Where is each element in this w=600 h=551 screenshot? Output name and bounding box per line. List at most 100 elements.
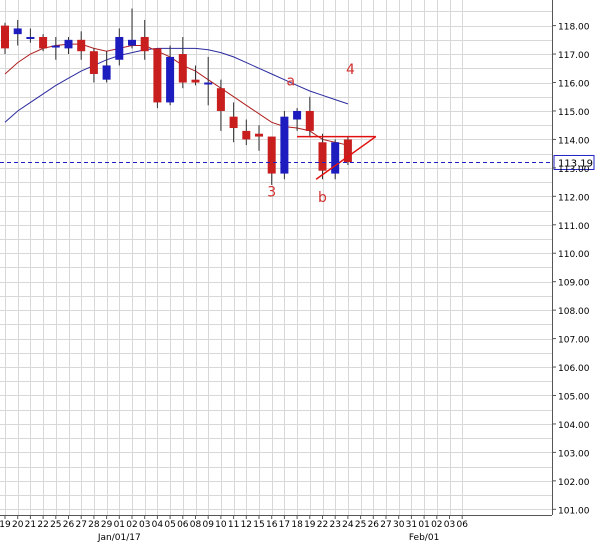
- y-tick-label: 101.00: [558, 506, 590, 516]
- x-tick-label: 02: [126, 520, 137, 530]
- candle-body: [305, 110, 314, 131]
- x-tick-label: 30: [393, 520, 405, 530]
- y-tick-label: 114.00: [558, 136, 590, 146]
- x-tick-label: 23: [329, 520, 340, 530]
- candle-body: [229, 116, 238, 129]
- x-tick-label: 09: [202, 520, 214, 530]
- y-tick-label: 103.00: [558, 449, 590, 459]
- wave-label: 4: [346, 62, 355, 78]
- candles: [1, 8, 352, 185]
- x-tick-label: 01: [418, 520, 429, 530]
- y-tick-label: 110.00: [558, 250, 590, 260]
- x-tick-label: 21: [25, 520, 36, 530]
- candle-body: [293, 110, 302, 120]
- x-tick-label: 27: [75, 520, 86, 530]
- y-tick-label: 107.00: [558, 336, 590, 346]
- x-tick-label: 18: [291, 520, 303, 530]
- y-tick-label: 111.00: [558, 222, 590, 232]
- x-tick-label: 27: [380, 520, 391, 530]
- y-tick-label: 104.00: [558, 421, 590, 431]
- x-tick-label: 06: [456, 520, 468, 530]
- wave-label: 3: [267, 184, 276, 200]
- x-tick-label: 12: [241, 520, 252, 530]
- y-tick-label: 109.00: [558, 279, 590, 289]
- moving-averages: [4, 43, 349, 146]
- x-tick-label: 01: [114, 520, 125, 530]
- x-tick-label: 25: [50, 520, 61, 530]
- y-tick-label: 113.00: [558, 165, 590, 175]
- candle-body: [280, 116, 289, 174]
- date-label: Feb/01: [409, 533, 439, 543]
- x-tick-label: 08: [190, 520, 202, 530]
- candle-body: [178, 54, 187, 83]
- candle-body: [1, 25, 9, 49]
- x-tick-label: 19: [304, 520, 316, 530]
- y-tick-label: 112.00: [558, 193, 590, 203]
- y-tick-label: 108.00: [558, 307, 590, 317]
- x-tick-label: 16: [266, 520, 278, 530]
- y-tick-label: 102.00: [558, 478, 590, 488]
- candle-body: [343, 139, 352, 163]
- wave-label: b: [318, 190, 327, 206]
- x-tick-label: 28: [88, 520, 100, 530]
- candle-body: [26, 36, 35, 39]
- candle-body: [242, 130, 251, 140]
- candle-body: [166, 56, 175, 103]
- x-tick-label: 11: [228, 520, 239, 530]
- current-price-line: 113.19: [0, 154, 595, 170]
- x-tick-label: 22: [37, 520, 48, 530]
- candle-body: [318, 142, 327, 171]
- x-tick-label: 17: [279, 520, 290, 530]
- x-tick-label: 19: [0, 520, 11, 530]
- candle-body: [153, 48, 162, 103]
- y-axis: 101.00 102.00 103.00 104.00 105.00 106.00 107.…: [552, 23, 590, 516]
- x-tick-label: 25: [355, 520, 366, 530]
- y-tick-label: 105.00: [558, 392, 590, 402]
- x-tick-label: 02: [431, 520, 442, 530]
- candle-body: [51, 45, 60, 48]
- candle-body: [216, 88, 225, 111]
- x-tick-label: 26: [368, 520, 380, 530]
- wave-annotations: a 4 3 b: [267, 62, 355, 206]
- x-axis: 19 20 21 22 25 26 27 28 29 01 02 03 04 05 06 08 09 10 11 12…: [0, 515, 468, 543]
- y-tick-label: 116.00: [558, 80, 590, 90]
- y-tick-label: 106.00: [558, 364, 590, 374]
- x-tick-label: 06: [177, 520, 189, 530]
- x-tick-label: 22: [317, 520, 328, 530]
- candle-body: [255, 133, 263, 137]
- x-tick-label: 26: [63, 520, 75, 530]
- x-tick-label: 29: [101, 520, 113, 530]
- candle-body: [331, 142, 340, 174]
- trendline: [315, 135, 377, 180]
- candle-body: [140, 36, 149, 52]
- x-tick-label: 24: [342, 520, 354, 530]
- moving-average-red: [4, 43, 349, 146]
- candle-body: [39, 36, 48, 49]
- x-tick-label: 03: [139, 520, 150, 530]
- candle-body: [77, 39, 86, 52]
- x-tick-label: 04: [152, 520, 164, 530]
- x-tick-label: 05: [164, 520, 175, 530]
- candle-body: [191, 79, 200, 83]
- candle-body: [204, 82, 213, 85]
- chart-grid: [0, 0, 552, 515]
- x-tick-label: 03: [444, 520, 455, 530]
- candle-body: [115, 36, 124, 60]
- current-price-box: [553, 154, 595, 170]
- candle-body: [128, 39, 136, 46]
- candle-body: [102, 65, 111, 80]
- candle-body: [64, 39, 73, 49]
- candle-body: [89, 51, 98, 74]
- x-tick-label: 20: [12, 520, 24, 530]
- x-tick-label: 31: [406, 520, 417, 530]
- current-price-label: 113.19: [558, 158, 593, 169]
- x-tick-label: 10: [215, 520, 227, 530]
- y-tick-label: 117.00: [558, 51, 590, 61]
- candle-body: [267, 136, 276, 174]
- candle-body: [13, 28, 22, 35]
- x-tick-label: 15: [253, 520, 264, 530]
- wave-label: a: [286, 73, 295, 89]
- moving-average-blue: [4, 47, 349, 123]
- date-label: Jan/01/17: [97, 533, 141, 543]
